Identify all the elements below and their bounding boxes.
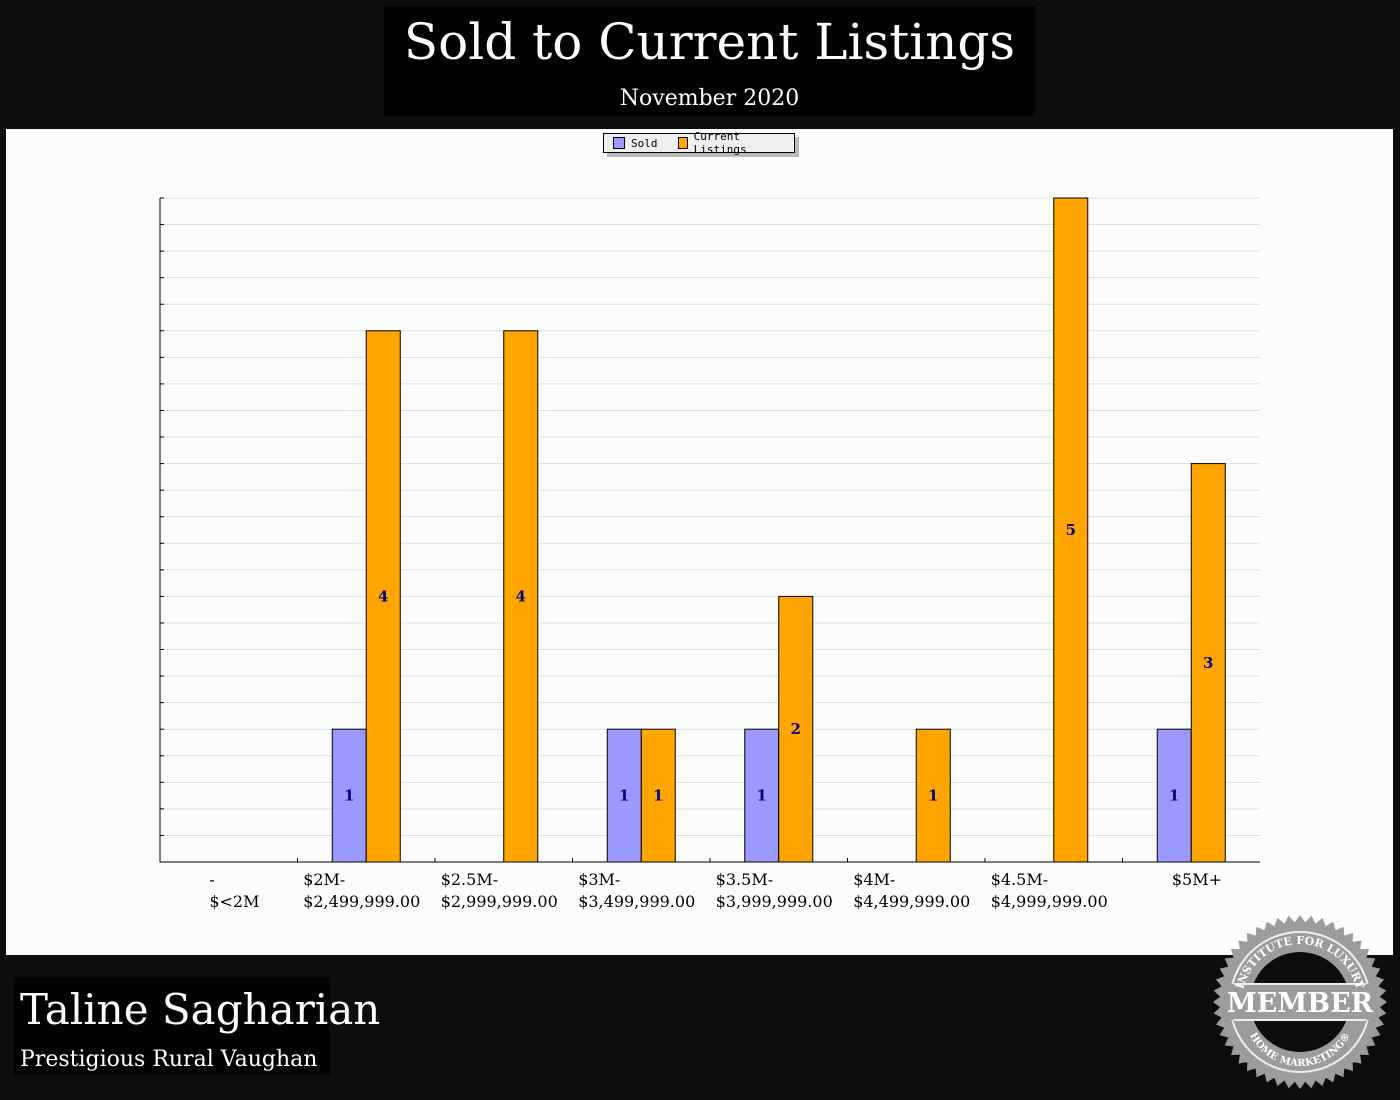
legend-swatch-sold <box>613 137 625 149</box>
bar-current-listings <box>1053 197 1089 863</box>
data-label: 5 <box>1066 521 1076 539</box>
bar-current-listings <box>778 595 814 863</box>
data-label: 1 <box>619 787 629 805</box>
legend: Sold Current Listings <box>603 130 795 156</box>
bar-current-listings <box>915 728 951 863</box>
x-tick-label: $2.5M- <box>441 870 498 889</box>
legend-item-sold: Sold <box>613 137 658 150</box>
svg-text:MEMBER: MEMBER <box>1227 988 1374 1019</box>
data-label: 2 <box>791 720 801 738</box>
bar-current-listings <box>503 330 539 863</box>
x-tick-label: $3M- <box>578 870 620 889</box>
chart-subtitle: November 2020 <box>619 86 800 111</box>
bar-current-listings <box>640 728 676 863</box>
data-label: 1 <box>1169 787 1179 805</box>
legend-label: Sold <box>631 136 658 150</box>
x-tick-label: $4,499,999.00 <box>853 892 970 911</box>
x-tick-label: $4M- <box>853 870 895 889</box>
data-label: 1 <box>757 787 767 805</box>
x-tick-label: $4.5M- <box>991 870 1048 889</box>
bar-sold <box>331 728 367 863</box>
title-box: Sold to Current Listings November 2020 <box>384 6 1035 116</box>
x-tick-label: $2,999,999.00 <box>441 892 558 911</box>
data-label: 1 <box>928 787 938 805</box>
agent-box: Taline Sagharian Prestigious Rural Vaugh… <box>14 977 380 1075</box>
x-tick-label: $3,999,999.00 <box>716 892 833 911</box>
data-label: 1 <box>653 787 663 805</box>
x-tick-label: $2,499,999.00 <box>303 892 420 911</box>
legend-item-current: Current Listings <box>677 130 781 156</box>
chart-title: Sold to Current Listings <box>403 13 1016 71</box>
x-tick-label: - <box>209 870 214 889</box>
bar-current-listings <box>1190 463 1226 863</box>
agent-name: Taline Sagharian <box>20 985 381 1034</box>
bar-current-listings <box>365 330 401 863</box>
company-name: Prestigious Rural Vaughan <box>20 1047 318 1072</box>
x-tick-label: $2M- <box>303 870 345 889</box>
x-tick-label: $3,499,999.00 <box>578 892 695 911</box>
data-label: 3 <box>1203 654 1213 672</box>
bar-sold <box>744 728 780 863</box>
x-tick-label: $3.5M- <box>716 870 773 889</box>
x-tick-label: $<2M <box>209 892 259 911</box>
data-label: 4 <box>378 587 388 605</box>
x-tick-label: $4,999,999.00 <box>991 892 1108 911</box>
x-tick-label: $5M+ <box>1172 870 1222 889</box>
legend-swatch-current <box>677 137 688 149</box>
member-badge-logo: INSTITUTE FOR LUXURY MEMBER HOME MARKETI… <box>1213 915 1387 1089</box>
data-label: 1 <box>344 787 354 805</box>
legend-label: Current Listings <box>693 130 747 156</box>
data-label: 4 <box>516 587 526 605</box>
